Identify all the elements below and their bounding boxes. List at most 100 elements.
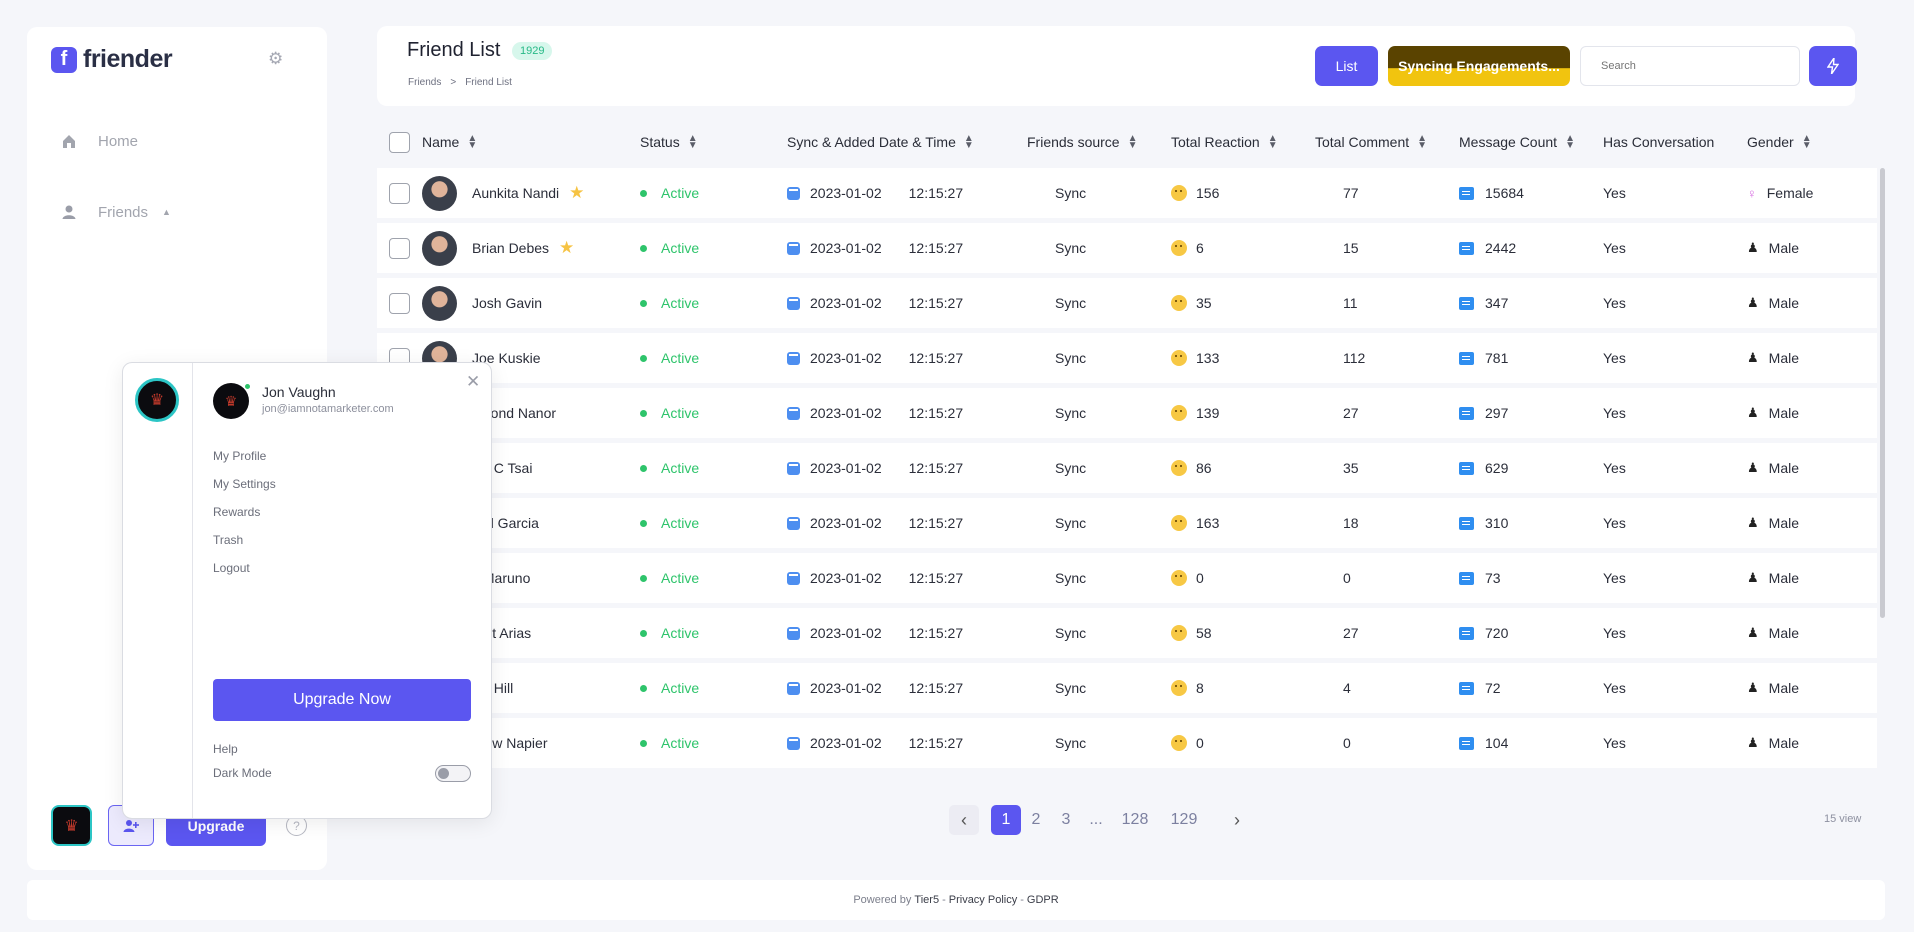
scrollbar[interactable] [1880, 168, 1885, 618]
reaction-count: 35 [1196, 295, 1212, 311]
message-icon [1459, 626, 1474, 640]
column-has-conversation[interactable]: Has Conversation [1603, 134, 1715, 150]
friend-name[interactable]: Aunkita Nandi [472, 185, 560, 201]
column-sync-date[interactable]: Sync & Added Date & Time ▲ ▼ [787, 133, 974, 151]
menu-item-my-settings[interactable]: My Settings [213, 477, 276, 491]
page-button-3[interactable]: 3 [1061, 811, 1071, 828]
message-count: 629 [1485, 460, 1509, 476]
message-count: 297 [1485, 405, 1509, 421]
table-row[interactable]: bert Arias Active 2023-01-02 12:15:27 Sync 58… [377, 608, 1877, 658]
previous-page-button[interactable]: ‹ [949, 805, 979, 835]
page-ellipsis: ... [1089, 811, 1103, 828]
friend-name[interactable]: Brian Debes [472, 240, 550, 256]
friend-name[interactable]: Josh Gavin [472, 295, 543, 311]
status-badge: Active [661, 240, 700, 256]
status-dot-icon [640, 464, 647, 472]
footer-separator: - [942, 894, 946, 906]
message-icon [1459, 241, 1474, 255]
gear-icon[interactable]: ⚙ [268, 49, 284, 68]
date-cell: 2023-01-02 12:15:27 [787, 663, 963, 713]
status-cell: Active [640, 223, 699, 273]
gdpr-link[interactable]: GDPR [1026, 894, 1059, 906]
star-icon[interactable]: ★ [569, 183, 585, 202]
menu-item-trash[interactable]: Trash [213, 533, 244, 547]
comment-cell: 18 [1343, 515, 1359, 531]
table-row[interactable]: smond Nanor Active 2023-01-02 12:15:27 Sync 1… [377, 388, 1877, 438]
friend-name[interactable]: Joe Kuskie [472, 350, 541, 366]
add-user-icon [123, 819, 139, 832]
list-button[interactable]: List [1315, 46, 1378, 86]
column-total-reaction[interactable]: Total Reaction ▲ ▼ [1171, 133, 1278, 151]
table-row[interactable]: Joe Kuskie Active 2023-01-02 12:15:27 Sync 13… [377, 333, 1877, 383]
dark-mode-toggle[interactable] [435, 765, 471, 782]
footer-company-link[interactable]: Tier5 [914, 894, 940, 906]
sidebar-item-home[interactable]: Home [60, 132, 138, 150]
table-row[interactable]: Brian Debes ★ Active 2023-01-02 12:15:27 Sync… [377, 223, 1877, 273]
message-cell: 2442 [1459, 223, 1516, 273]
page-button-129[interactable]: 129 [1170, 811, 1198, 828]
page-button-2[interactable]: 2 [1031, 811, 1041, 828]
close-icon[interactable]: ✕ [466, 372, 481, 391]
row-checkbox[interactable] [389, 223, 410, 273]
gender-cell: ♟ Male [1747, 443, 1799, 493]
table-row[interactable]: drew Napier Active 2023-01-02 12:15:27 Sync 0… [377, 718, 1877, 768]
star-icon[interactable]: ★ [559, 238, 575, 257]
column-friends-source[interactable]: Friends source ▲ ▼ [1027, 133, 1138, 151]
sort-icon: ▲ ▼ [963, 133, 974, 151]
calendar-icon [787, 571, 800, 585]
message-count: 720 [1485, 625, 1509, 641]
breadcrumb-separator: > [450, 77, 457, 88]
table-row[interactable]: Aunkita Nandi ★ Active 2023-01-02 12:15:27 Sy… [377, 168, 1877, 218]
comment-cell: 112 [1343, 350, 1366, 366]
male-icon: ♟ [1747, 240, 1759, 255]
column-message-count[interactable]: Message Count ▲ ▼ [1459, 133, 1575, 151]
menu-item-my-profile[interactable]: My Profile [213, 449, 267, 463]
gender-label: Male [1768, 570, 1800, 586]
friend-count-badge: 1929 [512, 42, 553, 60]
row-checkbox[interactable] [389, 278, 410, 328]
menu-item-help[interactable]: Help [213, 742, 238, 756]
table-row[interactable]: niel Garcia Active 2023-01-02 12:15:27 Sync 1… [377, 498, 1877, 548]
column-total-comment[interactable]: Total Comment ▲ ▼ [1315, 133, 1428, 151]
gender-label: Male [1768, 735, 1800, 751]
footer-separator: - [1020, 894, 1024, 906]
calendar-icon [787, 406, 800, 420]
row-checkbox[interactable] [389, 168, 410, 218]
bolt-button[interactable] [1809, 46, 1857, 86]
menu-item-rewards[interactable]: Rewards [213, 505, 261, 519]
privacy-policy-link[interactable]: Privacy Policy [948, 894, 1018, 906]
column-name[interactable]: Name ▲ ▼ [422, 133, 478, 151]
page-button-1[interactable]: 1 [991, 805, 1021, 835]
status-cell: Active [640, 333, 699, 383]
search-input[interactable] [1580, 46, 1800, 86]
sync-engagements-button[interactable]: Syncing Engagements... [1388, 46, 1570, 86]
app-logo[interactable]: f friender [51, 45, 173, 74]
reaction-emoji-icon [1171, 570, 1187, 586]
male-icon: ♟ [1747, 570, 1759, 585]
message-cell: 73 [1459, 553, 1501, 603]
avatar[interactable]: ♛ [135, 378, 179, 422]
source-cell: Sync [1055, 295, 1087, 311]
sync-time: 12:15:27 [908, 240, 964, 256]
sidebar-item-friends[interactable]: Friends ▲ [60, 203, 171, 221]
breadcrumb-friends[interactable]: Friends [408, 77, 442, 88]
sync-date: 2023-01-02 [810, 350, 882, 366]
upgrade-now-button[interactable]: Upgrade Now [213, 679, 471, 721]
next-page-button[interactable]: › [1234, 809, 1240, 830]
friend-name[interactable]: smond Nanor [472, 405, 557, 421]
comment-cell: 11 [1343, 295, 1358, 311]
column-status[interactable]: Status ▲ ▼ [640, 133, 698, 151]
page-button-128[interactable]: 128 [1121, 811, 1149, 828]
avatar[interactable]: ♛ [51, 805, 92, 846]
select-all-checkbox[interactable] [389, 131, 410, 153]
message-count: 2442 [1485, 240, 1517, 256]
table-row[interactable]: vin C Tsai Active 2023-01-02 12:15:27 Sync 86… [377, 443, 1877, 493]
sync-date: 2023-01-02 [810, 405, 882, 421]
menu-item-logout[interactable]: Logout [213, 561, 250, 575]
table-row[interactable]: s Maruno Active 2023-01-02 12:15:27 Sync 0 0 73… [377, 553, 1877, 603]
status-dot-icon [640, 629, 647, 637]
table-row[interactable]: Josh Gavin Active 2023-01-02 12:15:27 Sync 35… [377, 278, 1877, 328]
male-icon: ♟ [1747, 515, 1759, 530]
column-gender[interactable]: Gender ▲ ▼ [1747, 133, 1812, 151]
table-row[interactable]: vin Hill Active 2023-01-02 12:15:27 Sync 8 4 72… [377, 663, 1877, 713]
